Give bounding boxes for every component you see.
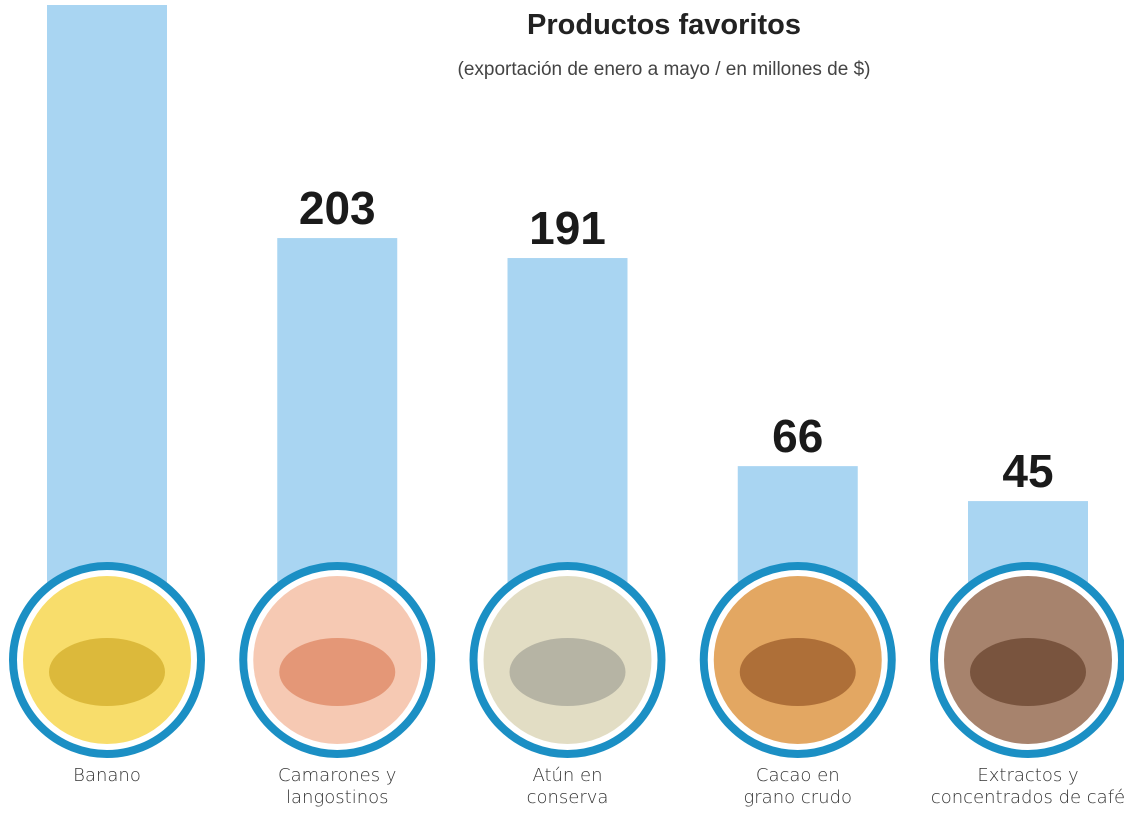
value-label: 203 — [299, 182, 376, 234]
category-label: Extractos y concentrados de café — [930, 765, 1124, 808]
category-label: Camarones y langostinos — [278, 765, 397, 808]
chart-subtitle: (exportación de enero a mayo / en millon… — [458, 59, 871, 80]
product-image-detail — [970, 638, 1086, 706]
product-image-detail — [509, 638, 626, 706]
value-label: 343 — [69, 0, 146, 1]
chart-title: Productos favoritos — [527, 9, 801, 41]
product-image-detail — [49, 638, 165, 706]
category-label: Atún en conserva — [526, 765, 609, 808]
product-image-detail — [279, 638, 396, 706]
product-image-detail — [739, 638, 856, 706]
category-label: Banano — [73, 765, 141, 786]
value-label: 66 — [772, 410, 823, 462]
value-label: 45 — [1002, 445, 1053, 497]
value-label: 191 — [529, 202, 606, 254]
category-label: Cacao en grano crudo — [743, 765, 853, 808]
